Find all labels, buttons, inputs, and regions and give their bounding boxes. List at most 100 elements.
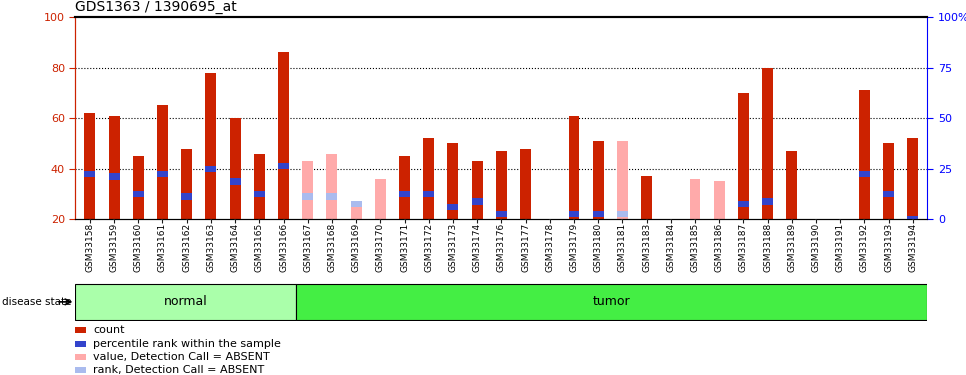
Text: GSM33160: GSM33160: [133, 223, 143, 272]
Bar: [351, 204, 361, 219]
Bar: [907, 138, 919, 219]
Bar: [883, 191, 895, 197]
Text: GSM33190: GSM33190: [811, 223, 820, 272]
Bar: [84, 113, 96, 219]
Bar: [108, 173, 120, 180]
Bar: [423, 191, 434, 197]
Text: GDS1363 / 1390695_at: GDS1363 / 1390695_at: [75, 0, 237, 15]
Text: GSM33192: GSM33192: [860, 223, 869, 272]
Bar: [278, 163, 289, 170]
Bar: [302, 194, 313, 200]
Bar: [351, 201, 361, 207]
Bar: [738, 93, 749, 219]
Text: GSM33186: GSM33186: [715, 223, 724, 272]
Bar: [544, 231, 555, 238]
Bar: [206, 73, 216, 219]
Bar: [569, 116, 580, 219]
Text: GSM33178: GSM33178: [545, 223, 554, 272]
Bar: [447, 144, 459, 219]
Bar: [690, 179, 700, 219]
Text: percentile rank within the sample: percentile rank within the sample: [93, 339, 281, 349]
Text: rank, Detection Call = ABSENT: rank, Detection Call = ABSENT: [93, 365, 265, 375]
Bar: [182, 148, 192, 219]
Bar: [74, 354, 86, 360]
Bar: [786, 151, 797, 219]
Text: GSM33161: GSM33161: [158, 223, 167, 272]
Bar: [641, 176, 652, 219]
Bar: [296, 284, 927, 320]
Bar: [206, 166, 216, 172]
Bar: [762, 68, 773, 219]
Text: GSM33193: GSM33193: [884, 223, 894, 272]
Bar: [738, 201, 749, 207]
Bar: [593, 211, 604, 217]
Bar: [690, 219, 700, 225]
Bar: [399, 191, 410, 197]
Text: GSM33187: GSM33187: [739, 223, 748, 272]
Text: count: count: [93, 326, 125, 336]
Text: GSM33171: GSM33171: [400, 223, 409, 272]
Bar: [617, 211, 628, 217]
Bar: [74, 340, 86, 346]
Bar: [569, 211, 580, 217]
Bar: [327, 194, 337, 200]
Bar: [375, 179, 385, 219]
Text: GSM33168: GSM33168: [327, 223, 336, 272]
Text: GSM33194: GSM33194: [908, 223, 918, 272]
Bar: [133, 156, 144, 219]
Text: GSM33174: GSM33174: [472, 223, 482, 272]
Bar: [859, 90, 869, 219]
Text: GSM33181: GSM33181: [618, 223, 627, 272]
Bar: [254, 191, 265, 197]
Text: GSM33158: GSM33158: [85, 223, 95, 272]
Text: disease state: disease state: [2, 297, 71, 307]
Text: GSM33184: GSM33184: [667, 223, 675, 272]
Bar: [714, 182, 724, 219]
Text: GSM33164: GSM33164: [231, 223, 240, 272]
Text: GSM33176: GSM33176: [497, 223, 506, 272]
Text: GSM33165: GSM33165: [255, 223, 264, 272]
Bar: [423, 138, 434, 219]
Bar: [907, 216, 919, 222]
Bar: [399, 156, 410, 219]
Bar: [471, 161, 483, 219]
Bar: [641, 229, 652, 235]
Bar: [810, 219, 821, 235]
Bar: [666, 219, 676, 227]
Bar: [278, 53, 289, 219]
Bar: [471, 198, 483, 205]
Text: GSM33183: GSM33183: [642, 223, 651, 272]
Text: GSM33185: GSM33185: [691, 223, 699, 272]
Bar: [133, 191, 144, 197]
Text: GSM33188: GSM33188: [763, 223, 772, 272]
Text: GSM33172: GSM33172: [424, 223, 433, 272]
Bar: [327, 154, 337, 219]
Bar: [496, 151, 507, 219]
Bar: [520, 219, 531, 225]
Bar: [714, 219, 724, 225]
Bar: [74, 367, 86, 373]
Text: GSM33173: GSM33173: [448, 223, 458, 272]
Bar: [108, 116, 120, 219]
Text: GSM33179: GSM33179: [570, 223, 579, 272]
Bar: [786, 221, 797, 228]
Text: GSM33189: GSM33189: [787, 223, 796, 272]
Bar: [74, 327, 86, 333]
Text: GSM33191: GSM33191: [836, 223, 844, 272]
Bar: [447, 204, 459, 210]
Text: GSM33159: GSM33159: [109, 223, 119, 272]
Text: GSM33180: GSM33180: [594, 223, 603, 272]
Bar: [883, 144, 895, 219]
Text: GSM33166: GSM33166: [279, 223, 288, 272]
Bar: [617, 141, 628, 219]
Bar: [84, 171, 96, 177]
Bar: [157, 171, 168, 177]
Bar: [254, 154, 265, 219]
Text: GSM33169: GSM33169: [352, 223, 360, 272]
Text: tumor: tumor: [593, 296, 630, 308]
Bar: [230, 178, 241, 184]
Bar: [593, 141, 604, 219]
Bar: [182, 194, 192, 200]
Bar: [75, 284, 296, 320]
Bar: [302, 161, 313, 219]
